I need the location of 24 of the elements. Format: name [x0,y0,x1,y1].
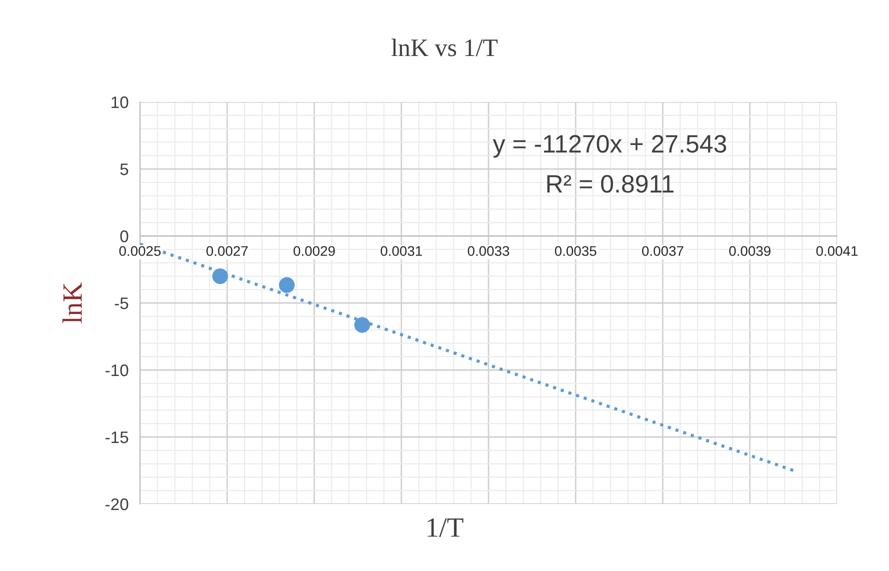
x-tick-label: 0.0029 [294,246,335,256]
x-axis-title: 1/T [428,518,464,537]
y-tick-label: -15 [106,432,128,444]
y-tick-label: -10 [106,364,128,376]
y-tick-label: -20 [106,498,128,510]
x-tick-label: 0.0027 [206,246,248,256]
x-tick-label: 0.0037 [642,246,684,256]
y-tick-label: -5 [114,298,128,310]
annotation: y = -11270x + 27.543 [492,135,726,158]
point [212,268,228,284]
point [278,277,295,293]
y-tick-label: 10 [112,96,128,108]
annotation: R² = 0.8911 [547,175,674,193]
y-axis-title: lnK [62,282,82,324]
x-tick-label: 0.0039 [729,246,770,256]
y-tick-label: 5 [120,164,128,176]
x-tick-label: 0.0041 [816,246,858,256]
x-tick-label: 0.0031 [380,246,422,256]
x-tick-label: 0.0035 [554,246,596,256]
y-tick-label: 0 [120,230,128,242]
chart-title: lnK vs 1/T [392,38,498,56]
point [354,317,370,333]
x-tick-label: 0.0033 [468,246,510,256]
x-tick-label: 0.0025 [119,246,161,256]
